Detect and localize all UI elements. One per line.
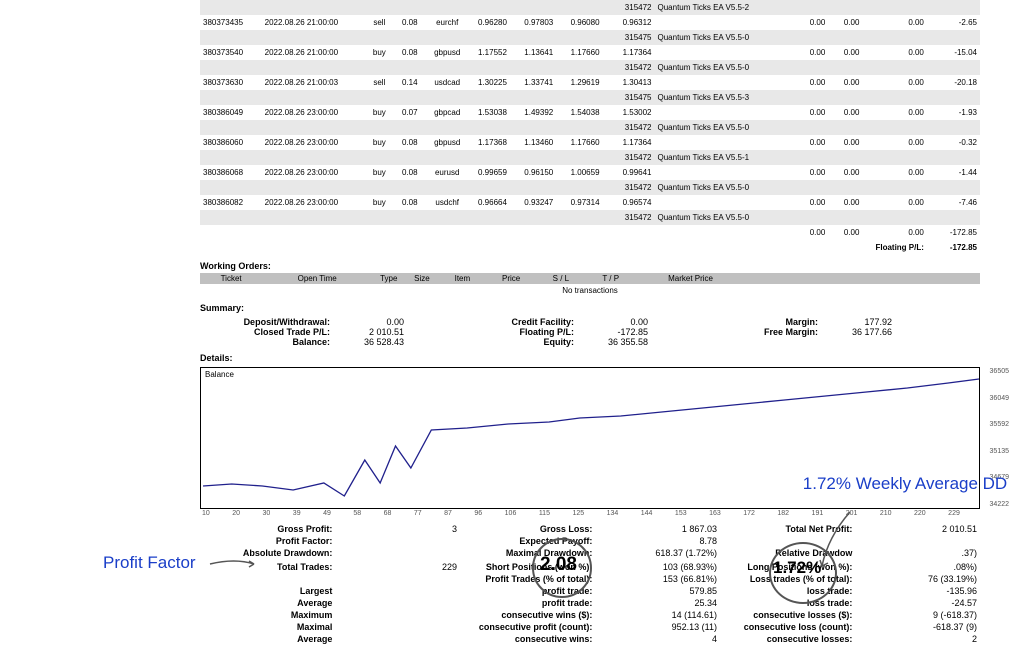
table-row: 0.000.000.00-172.85 [200,225,980,240]
summary-title: Summary: [200,303,980,313]
column-header: S / L [536,273,586,284]
stats-row: Gross Profit:3Gross Loss:1 867.03Total N… [200,523,980,535]
stats-row: Averageconsecutive wins:4consecutive los… [200,633,980,645]
chart-x-axis: 1020303949586877879610611512513414415316… [200,509,980,517]
details-title: Details: [200,353,980,363]
table-row: 315472Quantum Ticks EA V5.5-0 [200,60,980,75]
table-row: 315472Quantum Ticks EA V5.5-0 [200,210,980,225]
open-trades-table: 315472Quantum Ticks EA V5.5-238037343520… [200,0,980,255]
stats-row: Averageprofit trade:25.34loss trade:-24.… [200,597,980,609]
stats-row: Profit Trades (% of total):153 (66.81%)L… [200,573,980,585]
table-row: 3803860492022.08.26 23:00:00buy0.07gbpca… [200,105,980,120]
table-row: 3803860682022.08.26 23:00:00buy0.08eurus… [200,165,980,180]
table-row: Floating P/L:-172.85 [200,240,980,255]
column-header: Ticket [200,273,262,284]
table-row: 315475Quantum Ticks EA V5.5-3 [200,90,980,105]
profit-factor-annotation: Profit Factor [103,553,196,573]
stats-row: Maximalconsecutive profit (count):952.13… [200,621,980,633]
column-header: T / P [586,273,636,284]
stats-row: Absolute Drawdown:Maximal Drawdown:618.3… [200,547,980,559]
table-row: 3803734352022.08.26 21:00:00sell0.08eurc… [200,15,980,30]
column-header: Open Time [262,273,372,284]
column-header [746,273,980,284]
column-header: Type [372,273,405,284]
balance-chart: Balance 365053604935592351353467934222 [200,367,980,509]
no-transactions: No transactions [200,284,980,297]
table-row: 315472Quantum Ticks EA V5.5-1 [200,150,980,165]
stats-row: Maximumconsecutive wins ($):14 (114.61)c… [200,609,980,621]
table-row: 315475Quantum Ticks EA V5.5-0 [200,30,980,45]
stats-row: Largestprofit trade:579.85loss trade:-13… [200,585,980,597]
column-header: Size [405,273,438,284]
table-row: 315472Quantum Ticks EA V5.5-0 [200,180,980,195]
table-row: 3803860822022.08.26 23:00:00buy0.08usdch… [200,195,980,210]
column-header: Item [439,273,487,284]
working-orders-title: Working Orders: [200,261,980,271]
table-row: 3803735402022.08.26 21:00:00buy0.08gbpus… [200,45,980,60]
chart-y-axis: 365053604935592351353467934222 [990,368,1009,508]
table-row: 3803860602022.08.26 23:00:00buy0.08gbpus… [200,135,980,150]
column-header: Market Price [636,273,746,284]
summary-block: Deposit/Withdrawal:0.00Closed Trade P/L:… [200,317,980,347]
working-orders-table: TicketOpen TimeTypeSizeItemPriceS / LT /… [200,273,980,284]
stats-table: Gross Profit:3Gross Loss:1 867.03Total N… [200,523,980,645]
column-header: Price [486,273,536,284]
stats-row: Profit Factor:Expected Payoff:8.78 [200,535,980,547]
table-row: 315472Quantum Ticks EA V5.5-2 [200,0,980,15]
table-row: 315472Quantum Ticks EA V5.5-0 [200,120,980,135]
table-row: 3803736302022.08.26 21:00:03sell0.14usdc… [200,75,980,90]
stats-row: Total Trades:229Short Positions (won %):… [200,561,980,573]
